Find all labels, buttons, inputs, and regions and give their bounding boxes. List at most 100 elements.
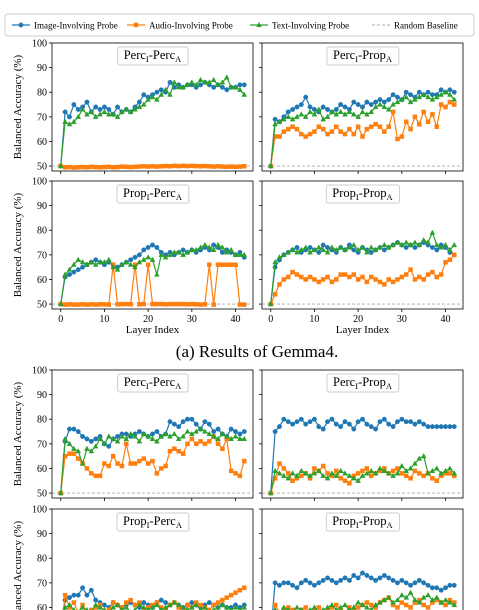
- marker: [75, 592, 81, 598]
- marker: [412, 277, 418, 282]
- marker: [324, 113, 331, 119]
- marker: [416, 577, 422, 583]
- marker: [67, 595, 72, 601]
- marker: [381, 467, 388, 473]
- marker: [390, 472, 396, 478]
- marker: [277, 424, 282, 430]
- marker: [355, 277, 361, 282]
- marker: [333, 421, 339, 427]
- marker: [189, 163, 195, 169]
- marker: [136, 103, 143, 110]
- marker: [408, 126, 413, 132]
- subplot-title-text: PropI-PercA: [123, 514, 183, 530]
- marker: [127, 430, 134, 437]
- marker: [311, 111, 318, 117]
- marker: [97, 604, 103, 610]
- marker: [451, 241, 458, 248]
- marker: [215, 435, 221, 441]
- marker: [433, 594, 440, 600]
- marker: [71, 600, 77, 605]
- title-part: -Prop: [359, 514, 387, 528]
- marker: [241, 435, 248, 441]
- marker: [137, 302, 142, 307]
- marker: [386, 277, 391, 282]
- marker: [223, 604, 230, 610]
- y-tick-label: 50: [37, 162, 47, 173]
- marker: [124, 301, 129, 307]
- marker: [189, 600, 195, 605]
- y-tick-label: 80: [37, 88, 47, 99]
- marker: [172, 301, 177, 307]
- marker: [329, 108, 335, 114]
- marker: [285, 475, 292, 481]
- marker: [84, 261, 90, 267]
- marker: [67, 302, 72, 307]
- marker: [114, 113, 121, 119]
- marker: [237, 435, 243, 441]
- marker: [277, 134, 282, 139]
- marker: [325, 471, 330, 476]
- marker: [438, 424, 444, 430]
- marker: [447, 257, 453, 263]
- marker: [189, 604, 195, 610]
- title-box: [326, 46, 400, 66]
- marker: [167, 91, 173, 97]
- y-axis-label: Balanced Accuracy (%): [12, 381, 24, 486]
- subplot: PercI-PropA: [259, 369, 464, 501]
- x-axis-label: Layer Index: [126, 324, 180, 336]
- marker: [390, 468, 396, 474]
- title-part: I: [355, 381, 358, 391]
- marker: [381, 103, 388, 110]
- marker: [333, 580, 339, 586]
- marker: [233, 164, 238, 170]
- marker: [75, 113, 82, 119]
- marker: [377, 419, 383, 425]
- marker: [417, 274, 422, 280]
- marker: [132, 264, 138, 270]
- marker: [399, 96, 405, 102]
- title-part: A: [176, 192, 183, 202]
- subplot-title: PropI-PropA: [325, 512, 401, 532]
- marker: [355, 419, 361, 425]
- marker: [316, 124, 322, 129]
- title-box: [325, 184, 401, 204]
- marker: [425, 89, 431, 95]
- marker: [416, 89, 422, 95]
- marker: [438, 272, 444, 277]
- marker: [184, 81, 191, 87]
- marker: [294, 472, 300, 478]
- x-tick-label: 40: [441, 314, 451, 325]
- marker: [342, 478, 348, 484]
- marker: [430, 112, 435, 117]
- marker: [302, 244, 309, 250]
- marker: [372, 601, 379, 608]
- marker: [237, 164, 243, 169]
- marker: [412, 421, 418, 427]
- marker: [215, 604, 221, 610]
- marker: [434, 478, 440, 484]
- marker: [337, 108, 344, 114]
- marker: [193, 428, 200, 434]
- marker: [167, 433, 173, 439]
- marker: [162, 430, 169, 437]
- marker: [145, 245, 151, 250]
- marker: [215, 164, 221, 169]
- subplot: 50 60 70 80 90 100 Balanced Accuracy (%) PercI-…: [12, 366, 254, 501]
- marker: [57, 162, 64, 169]
- marker: [390, 241, 396, 248]
- marker: [303, 421, 309, 427]
- marker: [420, 91, 427, 97]
- marker: [417, 121, 422, 127]
- marker: [276, 118, 283, 124]
- marker: [237, 587, 243, 593]
- marker: [399, 462, 405, 469]
- marker: [224, 262, 230, 267]
- marker: [329, 244, 335, 250]
- marker: [202, 241, 208, 248]
- marker: [342, 104, 348, 110]
- marker: [333, 111, 340, 117]
- marker: [105, 111, 112, 117]
- subplot-title-text: PropI-PropA: [332, 186, 393, 202]
- marker: [106, 302, 112, 307]
